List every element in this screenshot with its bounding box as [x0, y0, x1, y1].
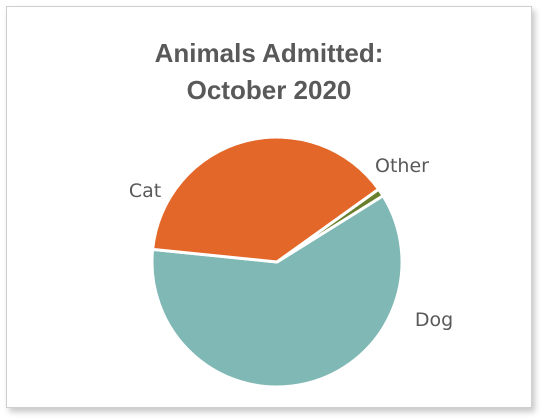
chart-title-line-2: October 2020	[186, 75, 352, 105]
pie-slice-other	[275, 187, 385, 264]
chart-title-line-1: Animals Admitted:	[154, 38, 384, 68]
data-label-cat: Cat	[129, 180, 161, 202]
data-label-dog: Dog	[415, 309, 453, 331]
data-label-other: Other	[375, 155, 429, 177]
chart-title: Animals Admitted: October 2020	[7, 35, 531, 109]
pie-slice-cat	[150, 194, 404, 389]
pie-slice-dog	[151, 135, 381, 264]
